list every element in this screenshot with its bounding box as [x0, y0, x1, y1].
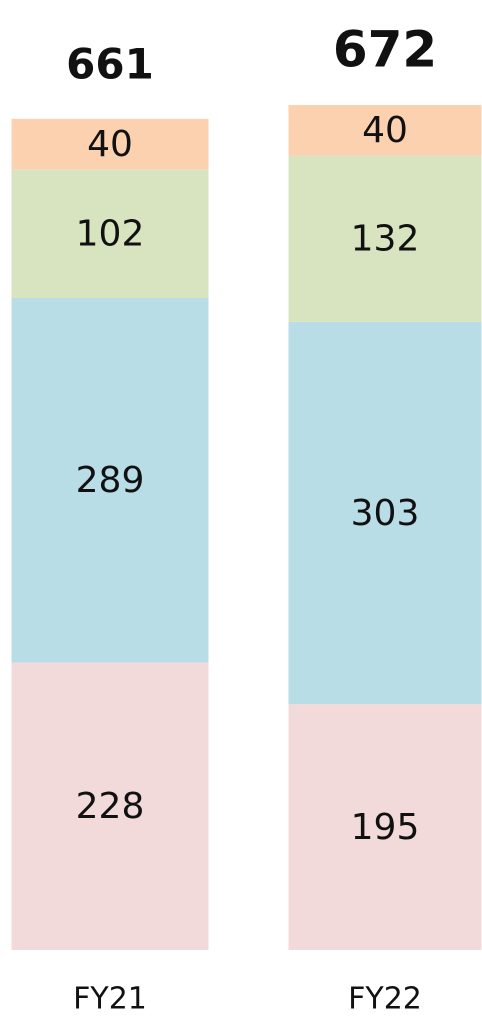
bar-segment — [11, 297, 209, 663]
value-label: 132 — [351, 219, 420, 260]
x-tick-label: FY21 — [73, 982, 147, 1017]
bar-segment — [288, 704, 482, 950]
total-label: 661 — [66, 39, 154, 88]
bar-segment — [288, 321, 482, 705]
bar-segment — [11, 169, 209, 298]
total-label: 672 — [333, 21, 437, 79]
value-label: 40 — [87, 124, 133, 165]
bar-segment — [288, 105, 482, 156]
value-label: 228 — [76, 786, 145, 827]
value-label: 303 — [351, 493, 420, 534]
value-label: 40 — [362, 110, 408, 151]
bar-segment — [11, 118, 209, 170]
value-label: 102 — [76, 214, 145, 255]
bar-segment — [11, 662, 209, 950]
bar-segment — [288, 155, 482, 322]
value-label: 289 — [76, 460, 145, 501]
x-tick-label: FY22 — [348, 982, 422, 1017]
value-label: 195 — [351, 807, 420, 848]
